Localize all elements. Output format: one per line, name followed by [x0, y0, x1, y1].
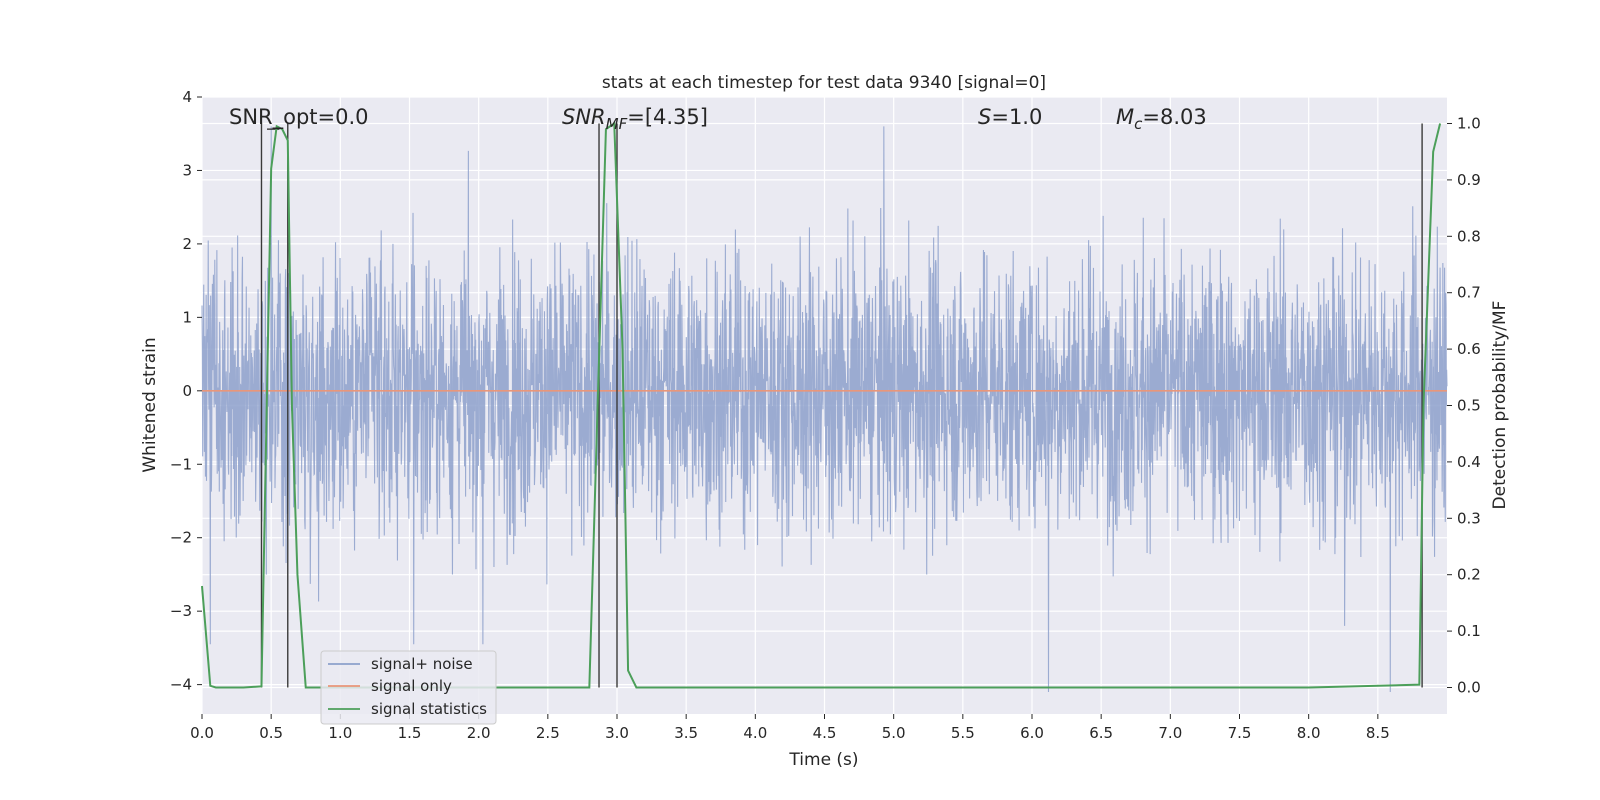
annotation-snr-opt: SNR_opt=0.0 — [229, 105, 369, 130]
y-tick-label: −4 — [170, 676, 192, 694]
signal-statistics-line — [201, 121, 1442, 689]
x-tick-label: 3.0 — [605, 724, 629, 742]
y-tick-label: 4 — [182, 88, 192, 106]
y2-tick-label: 0.9 — [1457, 171, 1481, 189]
noise-series — [201, 126, 1448, 692]
x-tick-label: 0.5 — [259, 724, 283, 742]
x-tick-label: 1.0 — [328, 724, 352, 742]
annotation-mc: Mc=8.03 — [1116, 105, 1207, 133]
x-tick-label: 2.5 — [536, 724, 560, 742]
y-tick-label: −1 — [170, 455, 192, 473]
y2-tick-label: 0.0 — [1457, 678, 1481, 696]
y-tick-label: −3 — [170, 602, 192, 620]
axis-ticks: 0.0 0.5 1.0 1.5 2.0 2.5 3.0 3.5 4.0 4.5 5.0 5.5 6.0 6… — [170, 88, 1481, 742]
x-tick-label: 4.5 — [813, 724, 837, 742]
legend-label-signal-noise: signal+ noise — [371, 655, 473, 673]
x-tick-label: 8.5 — [1366, 724, 1390, 742]
legend-label-signal-only: signal only — [371, 677, 452, 695]
y-tick-label: 1 — [182, 308, 192, 326]
annotations: SNR_opt=0.0 SNRMF=[4.35] S=1.0 Mc=8.03 — [229, 105, 1207, 133]
x-tick-label: 5.0 — [882, 724, 906, 742]
y-tick-label: 2 — [182, 235, 192, 253]
x-tick-label: 7.0 — [1158, 724, 1182, 742]
y-axis-label: Whitened strain — [140, 337, 160, 472]
x-tick-label: 0.0 — [190, 724, 214, 742]
x-axis-label: Time (s) — [788, 750, 858, 770]
legend: signal+ noise signal only signal statist… — [320, 650, 497, 725]
y2-tick-label: 0.2 — [1457, 566, 1481, 584]
y-tick-label: 0 — [182, 382, 192, 400]
annotation-snr-mf: SNRMF=[4.35] — [562, 105, 708, 133]
x-tick-label: 7.5 — [1228, 724, 1252, 742]
y2-tick-label: 0.4 — [1457, 453, 1481, 471]
x-tick-label: 4.0 — [743, 724, 767, 742]
x-tick-label: 1.5 — [398, 724, 422, 742]
y2-tick-label: 0.6 — [1457, 340, 1481, 358]
y2-axis-label: Detection probability/MF — [1490, 301, 1510, 510]
x-tick-label: 5.5 — [951, 724, 975, 742]
legend-label-signal-statistics: signal statistics — [371, 700, 487, 718]
x-tick-label: 8.0 — [1297, 724, 1321, 742]
signal-noise-line — [201, 126, 1448, 692]
x-tick-label: 6.5 — [1089, 724, 1113, 742]
y-tick-label: −2 — [170, 529, 192, 547]
annotation-s: S=1.0 — [978, 105, 1042, 129]
y2-tick-label: 0.5 — [1457, 397, 1481, 415]
y2-tick-label: 0.7 — [1457, 284, 1481, 302]
x-tick-label: 6.0 — [1020, 724, 1044, 742]
y2-tick-label: 0.1 — [1457, 622, 1481, 640]
y2-tick-label: 0.8 — [1457, 227, 1481, 245]
x-tick-label: 3.5 — [674, 724, 698, 742]
y2-tick-label: 1.0 — [1457, 115, 1481, 133]
y2-tick-label: 0.3 — [1457, 509, 1481, 527]
signal-statistics-series — [201, 121, 1442, 689]
chart-title: stats at each timestep for test data 934… — [602, 73, 1046, 93]
x-tick-label: 2.0 — [467, 724, 491, 742]
legend-box — [320, 650, 497, 725]
y-tick-label: 3 — [182, 161, 192, 179]
